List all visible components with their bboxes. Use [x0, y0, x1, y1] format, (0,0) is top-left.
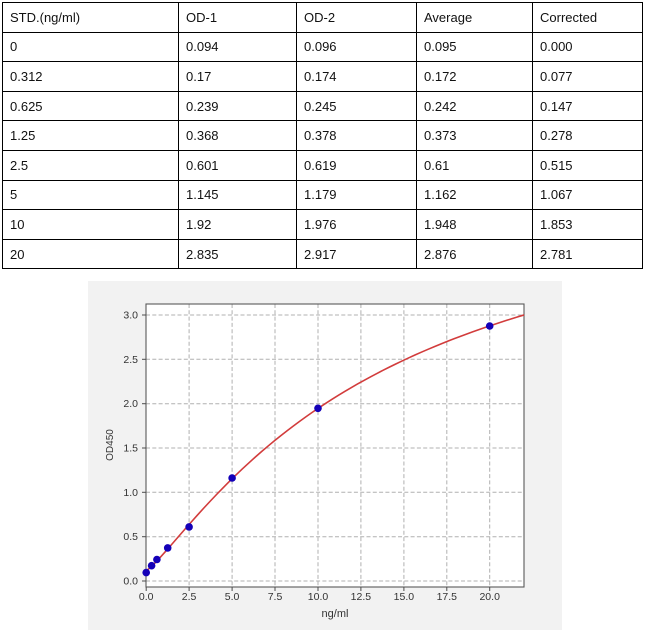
svg-text:17.5: 17.5 [437, 591, 458, 603]
svg-text:1.0: 1.0 [123, 487, 138, 499]
svg-text:2.5: 2.5 [182, 591, 197, 603]
svg-text:ng/ml: ng/ml [322, 608, 349, 620]
svg-text:0.5: 0.5 [123, 531, 138, 543]
svg-text:3.0: 3.0 [123, 310, 138, 322]
svg-text:2.0: 2.0 [123, 398, 138, 410]
svg-text:5.0: 5.0 [225, 591, 240, 603]
svg-text:12.5: 12.5 [351, 591, 372, 603]
svg-text:OD450: OD450 [105, 429, 116, 461]
svg-text:1.5: 1.5 [123, 443, 138, 455]
svg-text:7.5: 7.5 [268, 591, 283, 603]
svg-text:10.0: 10.0 [308, 591, 329, 603]
svg-text:0.0: 0.0 [123, 576, 138, 588]
svg-text:15.0: 15.0 [394, 591, 415, 603]
svg-text:0.0: 0.0 [139, 591, 154, 603]
svg-text:20.0: 20.0 [479, 591, 500, 603]
svg-text:2.5: 2.5 [123, 354, 138, 366]
